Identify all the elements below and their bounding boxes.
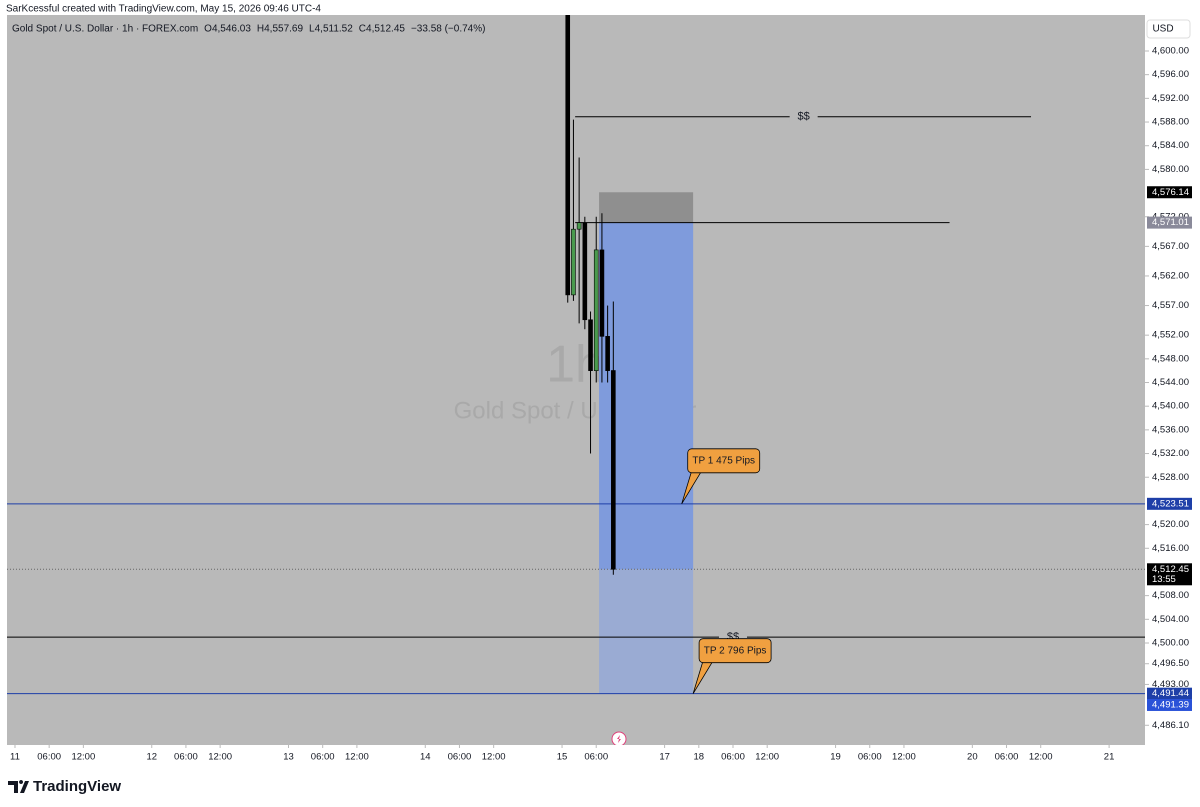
candle-body bbox=[565, 15, 571, 296]
x-tick-label: 06:00 bbox=[37, 752, 61, 763]
price-label-box bbox=[1147, 687, 1192, 700]
y-tick-label: 4,600.00 bbox=[1152, 46, 1189, 57]
price-label: 4,512.45 bbox=[1152, 564, 1189, 575]
level-text-gap bbox=[718, 632, 747, 643]
x-tick-label: 13 bbox=[283, 752, 294, 763]
y-tick-label: 4,552.00 bbox=[1152, 330, 1189, 341]
footer-logo bbox=[8, 780, 29, 793]
candle-body bbox=[588, 319, 593, 371]
y-tick-label: 4,536.00 bbox=[1152, 424, 1189, 435]
callout-text: TP 2 796 Pips bbox=[704, 645, 767, 656]
y-tick-label: 4,520.00 bbox=[1152, 519, 1189, 530]
y-tick-label: 4,496.50 bbox=[1152, 658, 1189, 669]
x-tick-label: 12:00 bbox=[1029, 752, 1053, 763]
price-label: 4,523.51 bbox=[1152, 498, 1189, 509]
price-label: 4,571.01 bbox=[1152, 217, 1189, 228]
x-tick-label: 11 bbox=[10, 752, 20, 763]
callout-box bbox=[687, 448, 761, 474]
x-tick-label: 06:00 bbox=[858, 752, 882, 763]
y-tick-label: 4,544.00 bbox=[1152, 377, 1189, 388]
callout-box bbox=[698, 638, 772, 664]
y-tick-label: 4,528.00 bbox=[1152, 472, 1189, 483]
x-tick-label: 19 bbox=[830, 752, 841, 763]
y-tick-label: 4,486.10 bbox=[1152, 720, 1189, 731]
x-tick-label: 06:00 bbox=[311, 752, 335, 763]
candle-body bbox=[611, 370, 616, 570]
y-tick-label: 4,588.00 bbox=[1152, 117, 1189, 128]
y-tick-label: 4,508.00 bbox=[1152, 590, 1189, 601]
level-text: $$ bbox=[798, 111, 810, 123]
x-tick-label: 06:00 bbox=[174, 752, 198, 763]
candle-body bbox=[571, 228, 576, 296]
y-tick-label: 4,580.00 bbox=[1152, 164, 1189, 175]
x-tick-label: 06:00 bbox=[584, 752, 608, 763]
x-tick-label: 12:00 bbox=[208, 752, 232, 763]
stop-zone bbox=[599, 192, 694, 223]
price-label-box bbox=[1147, 216, 1192, 229]
y-tick-label: 4,493.00 bbox=[1152, 679, 1189, 690]
y-tick-label: 4,592.00 bbox=[1152, 93, 1189, 104]
y-tick-label: 4,500.00 bbox=[1152, 638, 1189, 649]
level-text-gap bbox=[789, 111, 818, 122]
footer: TradingView bbox=[33, 778, 121, 795]
legend-value: C4,512.45 bbox=[359, 24, 406, 35]
legend-value: O4,546.03 bbox=[204, 24, 251, 35]
x-tick-label: 06:00 bbox=[448, 752, 472, 763]
flash-icon[interactable] bbox=[611, 731, 627, 747]
plot-background bbox=[7, 15, 1145, 745]
price-label: 4,491.44 bbox=[1152, 688, 1189, 699]
x-tick-label: 12:00 bbox=[345, 752, 369, 763]
price-label-sub: 13:55 bbox=[1152, 574, 1176, 585]
y-tick-label: 4,504.00 bbox=[1152, 614, 1189, 625]
price-label-box bbox=[1147, 698, 1192, 711]
candle-body bbox=[593, 249, 599, 371]
x-tick-label: 18 bbox=[694, 752, 705, 763]
price-label: 4,491.39 bbox=[1152, 699, 1189, 710]
y-tick-label: 4,584.00 bbox=[1152, 140, 1189, 151]
x-tick-label: 12:00 bbox=[71, 752, 95, 763]
price-label-box bbox=[1147, 497, 1192, 510]
y-tick-label: 4,557.00 bbox=[1152, 300, 1189, 311]
y-tick-label: 4,540.00 bbox=[1152, 401, 1189, 412]
y-tick-label: 4,516.00 bbox=[1152, 543, 1189, 554]
x-tick-label: 12:00 bbox=[892, 752, 916, 763]
x-tick-label: 17 bbox=[659, 752, 670, 763]
symbol-title: Gold Spot / U.S. Dollar · 1h · FOREX.com bbox=[12, 24, 198, 35]
legend-value: L4,511.52 bbox=[309, 24, 353, 35]
currency[interactable]: USD bbox=[1152, 24, 1173, 35]
y-tick-label: 4,532.00 bbox=[1152, 448, 1189, 459]
y-tick-label: 4,567.00 bbox=[1152, 241, 1189, 252]
plot: $$$$ bbox=[7, 15, 1145, 695]
callout-text: TP 1 475 Pips bbox=[692, 455, 755, 466]
price-label: 4,576.14 bbox=[1152, 187, 1189, 198]
price-label-box bbox=[1147, 563, 1192, 586]
y-tick-label: 4,562.00 bbox=[1152, 270, 1189, 281]
x-tick-label: 12:00 bbox=[755, 752, 779, 763]
candle-body bbox=[599, 249, 605, 337]
x-tick-label: 21 bbox=[1104, 752, 1115, 763]
x-tick-label: 14 bbox=[420, 752, 431, 763]
x-tick-label: 15 bbox=[557, 752, 568, 763]
x-tick-label: 12 bbox=[146, 752, 157, 763]
time-axis bbox=[7, 745, 1145, 767]
x-tick-label: 06:00 bbox=[721, 752, 745, 763]
price-label-box bbox=[1147, 186, 1192, 199]
x-tick-label: 20 bbox=[967, 752, 978, 763]
y-tick-label: 4,548.00 bbox=[1152, 353, 1189, 364]
x-tick-label: 06:00 bbox=[995, 752, 1019, 763]
legend-value: H4,557.69 bbox=[257, 24, 304, 35]
y-tick-label: 4,596.00 bbox=[1152, 69, 1189, 80]
price-axis bbox=[1145, 15, 1200, 745]
x-tick-label: 12:00 bbox=[482, 752, 506, 763]
candle-body bbox=[605, 336, 610, 371]
candle-body bbox=[582, 222, 588, 321]
candle-body bbox=[576, 222, 582, 230]
attribution: SarKcessful created with TradingView.com… bbox=[6, 4, 321, 15]
currency-box[interactable] bbox=[1146, 19, 1191, 39]
legend-value: −33.58 (−0.74%) bbox=[411, 24, 486, 35]
